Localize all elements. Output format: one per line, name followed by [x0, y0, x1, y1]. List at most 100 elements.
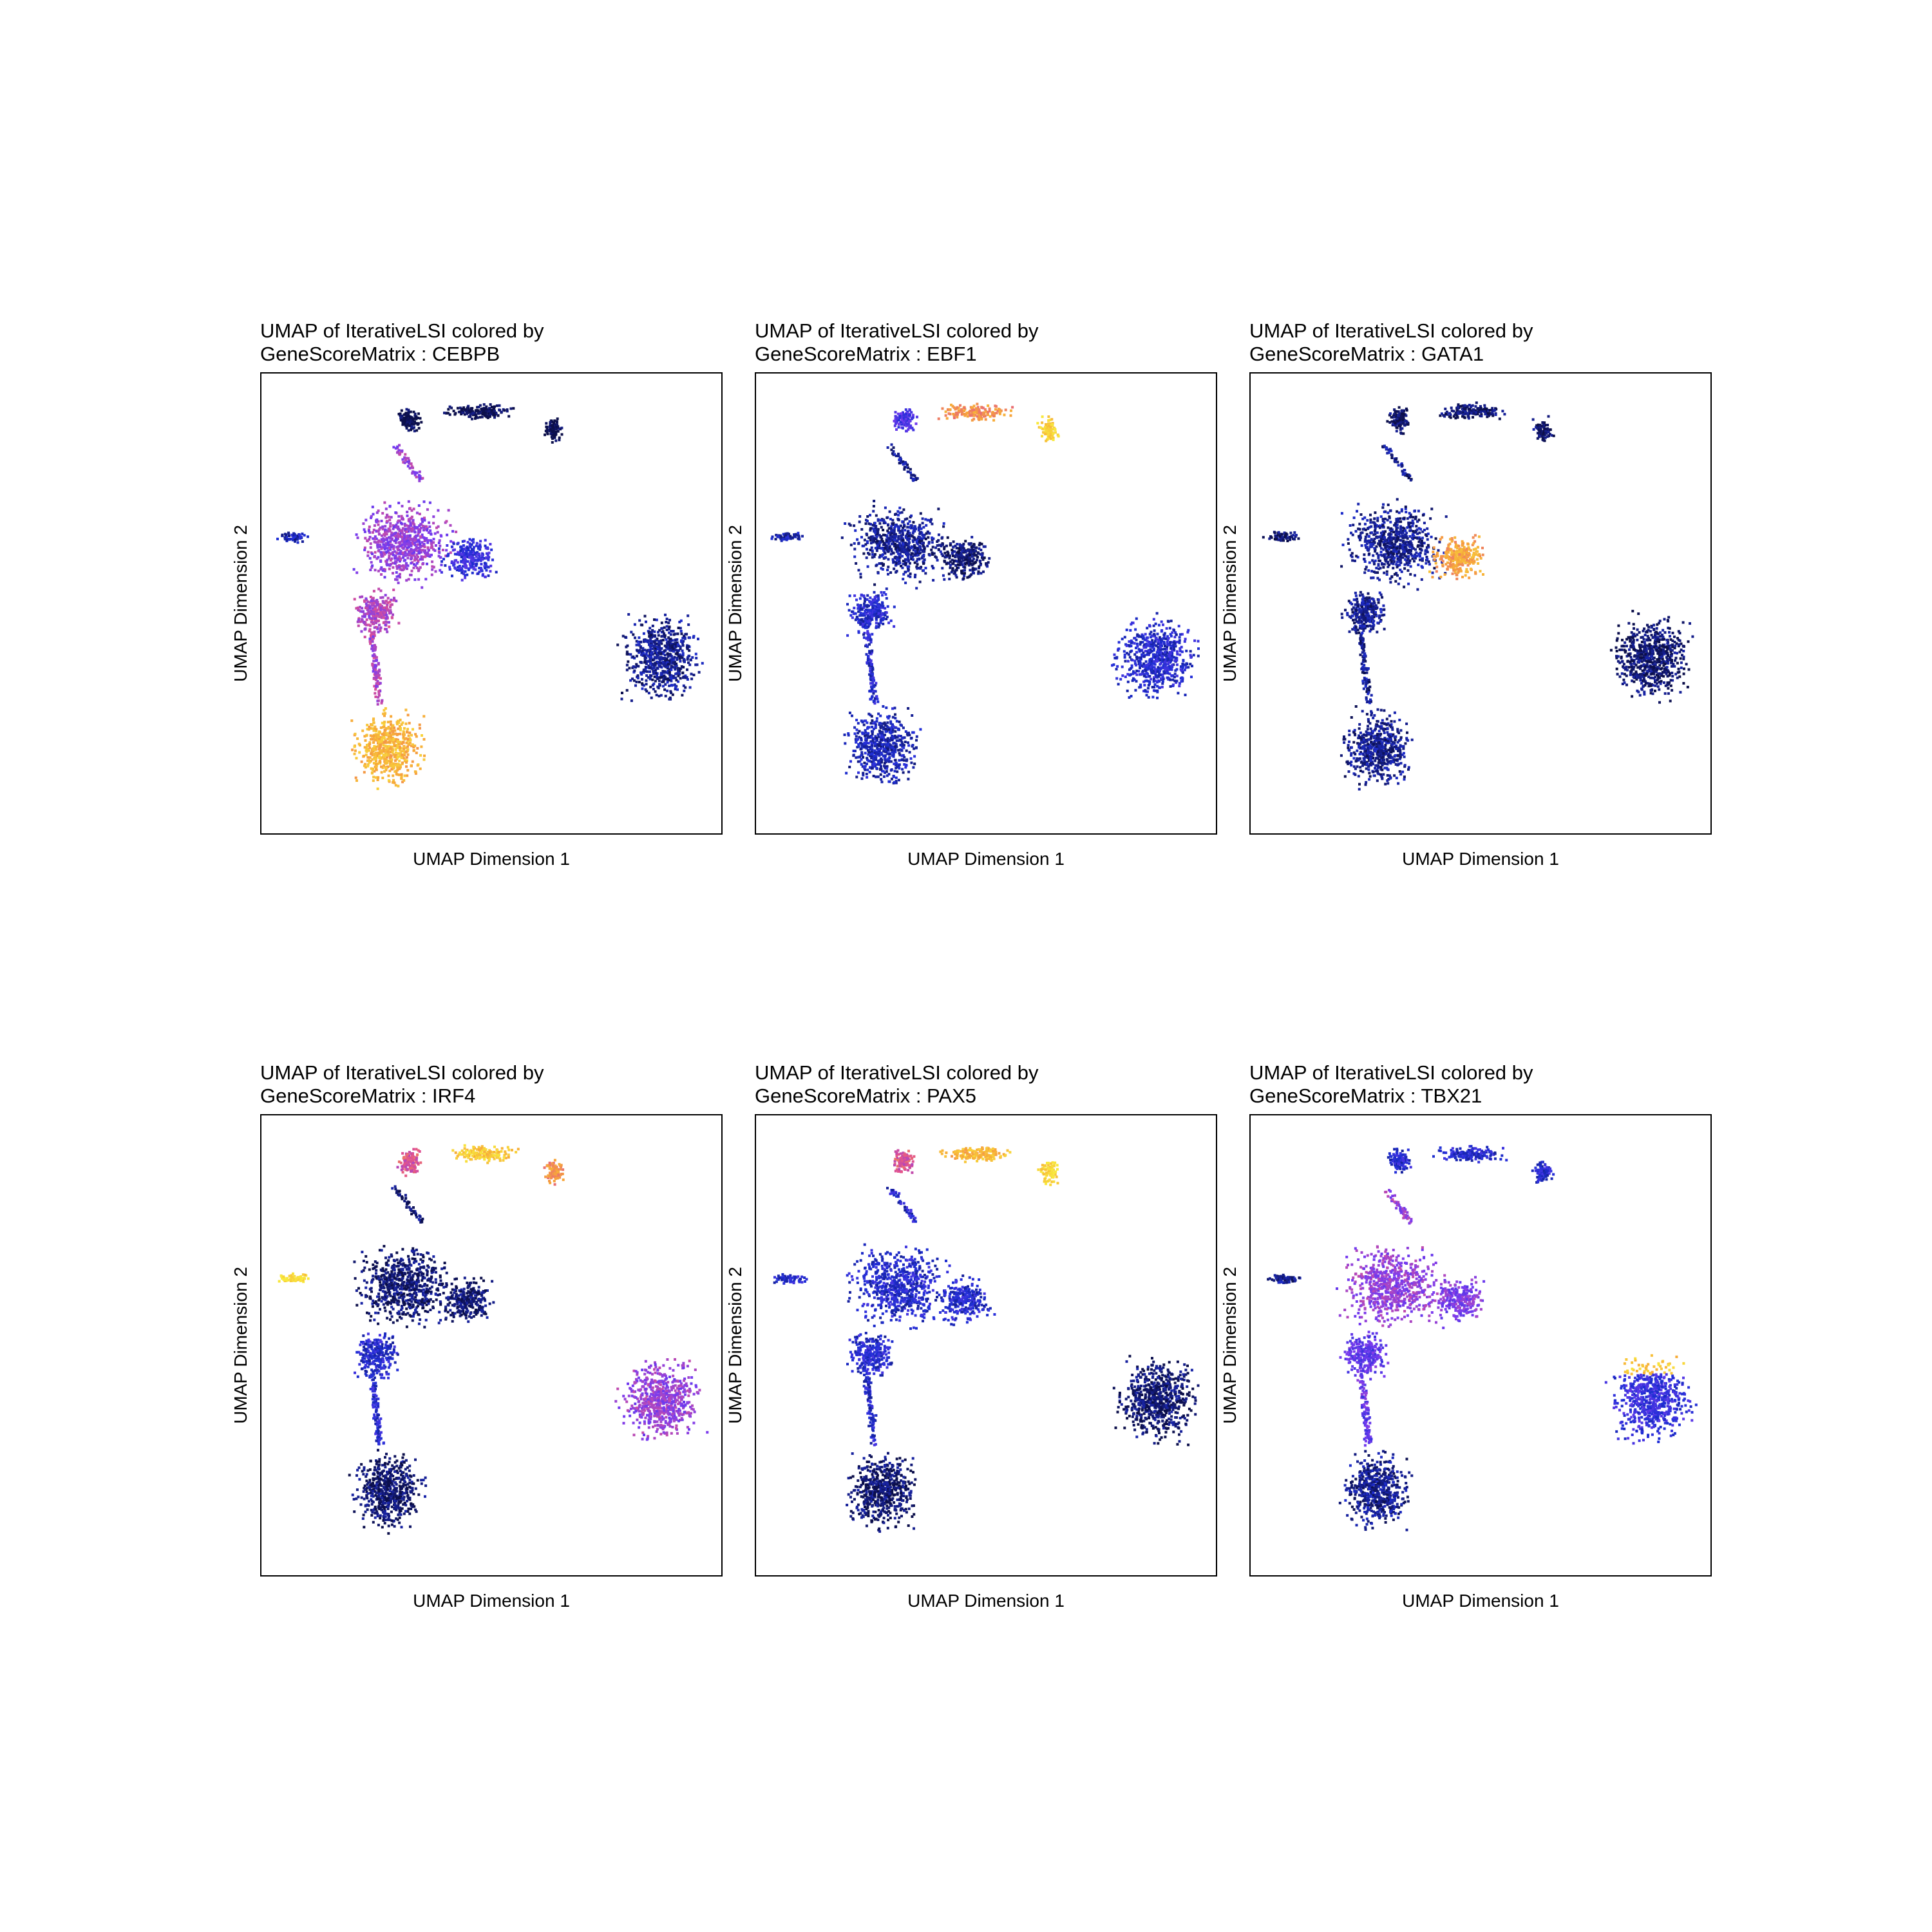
- cell-point: [645, 670, 649, 673]
- cell-point: [971, 408, 974, 412]
- cell-point: [873, 529, 876, 533]
- cell-point: [871, 607, 875, 610]
- cell-point: [666, 652, 669, 655]
- cell-point: [902, 560, 905, 563]
- cell-point: [684, 674, 687, 677]
- cell-point: [401, 538, 404, 542]
- cell-point: [902, 548, 905, 551]
- cell-point: [900, 754, 904, 757]
- cell-point: [419, 522, 422, 526]
- cell-point: [405, 415, 408, 418]
- cell-point: [400, 529, 403, 533]
- cell-point: [410, 554, 413, 557]
- cell-point: [866, 605, 869, 609]
- cell-point: [915, 587, 918, 590]
- cell-point: [858, 614, 862, 617]
- cell-point: [676, 632, 679, 636]
- cell-point: [645, 690, 649, 693]
- cell-point: [298, 533, 301, 536]
- scatter-plot: [276, 403, 704, 790]
- cell-point: [867, 749, 869, 752]
- cell-point: [369, 642, 372, 645]
- cell-point: [462, 406, 466, 409]
- cell-point: [961, 412, 964, 415]
- cell-point: [955, 412, 958, 415]
- cell-point: [478, 553, 480, 556]
- cell-point: [869, 538, 872, 542]
- cell-point: [426, 551, 430, 554]
- cell-point: [674, 668, 677, 671]
- cell-point: [973, 411, 976, 414]
- cell-point: [913, 525, 916, 528]
- cell-point: [894, 542, 896, 545]
- cell-point: [396, 536, 399, 540]
- cell-point: [680, 639, 683, 642]
- cell-point: [652, 670, 656, 673]
- cell-point: [366, 763, 370, 766]
- cell-point: [399, 533, 402, 536]
- cell-point: [481, 413, 484, 416]
- cell-point: [448, 568, 451, 571]
- cell-point: [411, 743, 414, 746]
- cell-point: [971, 406, 974, 409]
- cell-point: [647, 631, 650, 634]
- cell-point: [695, 656, 698, 659]
- cell-point: [552, 428, 555, 431]
- cell-point: [972, 549, 975, 552]
- cell-point: [379, 626, 383, 629]
- cell-point: [374, 765, 377, 768]
- cell-point: [647, 640, 650, 643]
- cell-point: [459, 566, 462, 569]
- cell-point: [493, 405, 496, 408]
- cell-point: [478, 404, 482, 407]
- cell-point: [902, 543, 905, 545]
- cell-point: [374, 608, 377, 611]
- cell-point: [486, 557, 489, 560]
- cell-point: [676, 652, 679, 655]
- cell-point: [664, 662, 667, 665]
- cell-point: [887, 523, 890, 526]
- cell-point: [870, 757, 873, 760]
- cell-point: [873, 762, 876, 765]
- cell-point: [890, 532, 893, 535]
- cell-point: [976, 555, 979, 558]
- cell-point: [911, 545, 913, 548]
- cell-point: [383, 764, 385, 767]
- cell-point: [927, 540, 931, 544]
- cell-point: [960, 409, 963, 412]
- cell-point: [1042, 431, 1045, 434]
- cell-point: [864, 619, 867, 622]
- cell-point: [665, 671, 668, 674]
- cell-point: [440, 571, 443, 574]
- cell-point: [369, 726, 372, 730]
- cell-point: [875, 601, 878, 604]
- cell-point: [862, 625, 866, 629]
- cell-point: [380, 765, 383, 768]
- cell-point: [422, 758, 426, 761]
- cell-point: [977, 412, 980, 415]
- cell-point: [843, 734, 846, 736]
- cell-point: [396, 744, 399, 746]
- cell-point: [687, 614, 690, 618]
- cell-point: [690, 672, 693, 676]
- cell-point: [389, 764, 392, 768]
- cell-point: [448, 565, 451, 569]
- cell-point: [477, 406, 480, 408]
- cell-point: [662, 680, 665, 683]
- cell-point: [469, 545, 472, 549]
- cell-point: [898, 531, 902, 535]
- cell-point: [371, 506, 374, 509]
- cell-point: [544, 433, 546, 437]
- cell-point: [395, 770, 398, 773]
- cell-point: [372, 666, 375, 669]
- cell-point: [406, 527, 410, 531]
- cell-point: [370, 644, 374, 647]
- cell-point: [980, 556, 983, 559]
- cell-point: [889, 518, 892, 521]
- cell-point: [389, 760, 392, 763]
- cell-point: [980, 553, 983, 556]
- cell-point: [954, 555, 957, 558]
- cell-point: [398, 767, 401, 770]
- cell-point: [667, 672, 670, 675]
- cell-point: [679, 645, 682, 649]
